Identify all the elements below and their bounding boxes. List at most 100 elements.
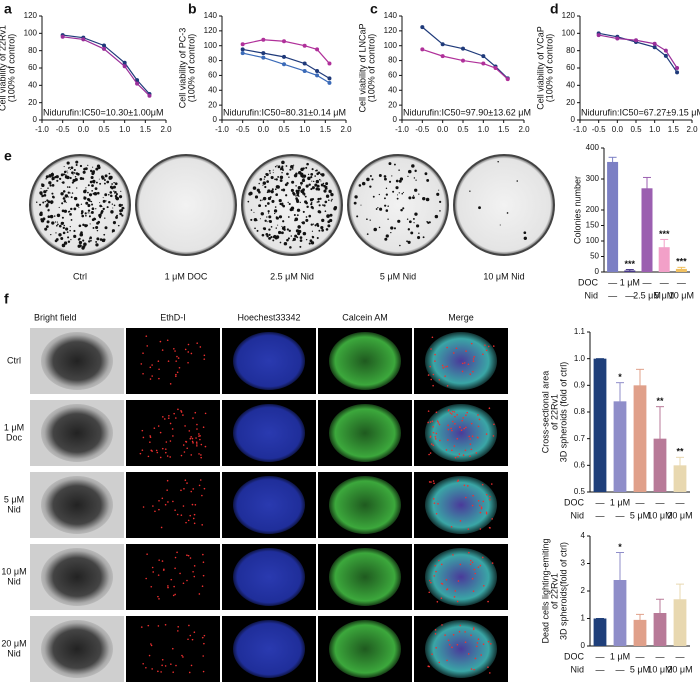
- dead-cell: [459, 520, 462, 522]
- dead-cell: [168, 414, 170, 417]
- colony: [85, 187, 87, 189]
- dish-label: Ctrl: [73, 271, 87, 281]
- bar: [641, 188, 653, 272]
- dish-label: 1 μM DOC: [165, 271, 208, 281]
- dead-cell: [458, 453, 461, 455]
- colony: [330, 193, 334, 197]
- colony: [49, 184, 52, 187]
- micrograph: [126, 544, 220, 610]
- colony: [82, 223, 85, 227]
- spheroid: [233, 404, 305, 462]
- colony: [413, 194, 415, 196]
- dead-cell: [150, 644, 153, 647]
- y-axis-title: (100% of control): [544, 34, 554, 103]
- colony: [312, 207, 314, 210]
- colony: [402, 207, 405, 210]
- dead-cell: [435, 432, 438, 435]
- colony: [266, 191, 269, 194]
- colony: [295, 195, 297, 197]
- colony: [320, 183, 324, 187]
- colony: [308, 183, 311, 186]
- data-point: [240, 51, 245, 56]
- colony: [95, 226, 99, 230]
- dead-cell: [432, 431, 435, 434]
- dead-cell: [479, 511, 482, 514]
- dead-cell: [161, 664, 163, 667]
- colony: [114, 194, 118, 198]
- dead-cell: [164, 665, 167, 667]
- dead-cell: [189, 437, 192, 440]
- colony: [269, 172, 271, 174]
- colony: [69, 229, 71, 232]
- colony: [71, 181, 74, 184]
- colony: [385, 234, 389, 238]
- dead-cell: [472, 590, 475, 592]
- dead-cell: [145, 666, 147, 669]
- x-tick-label: -0.5: [592, 125, 606, 134]
- dead-cell: [166, 489, 168, 491]
- colony: [325, 182, 329, 186]
- colony: [436, 192, 440, 196]
- colony: [81, 246, 85, 250]
- colony: [83, 167, 86, 171]
- dead-cell: [493, 423, 495, 426]
- dead-cell: [432, 425, 434, 428]
- colony: [316, 222, 319, 226]
- colony: [302, 174, 307, 178]
- dead-cell: [176, 551, 178, 554]
- colony: [39, 203, 42, 206]
- spheroid: [233, 548, 305, 606]
- dead-cell: [472, 628, 475, 631]
- colony: [277, 165, 281, 169]
- dead-cell: [437, 502, 439, 505]
- colony: [292, 209, 294, 212]
- colony: [75, 203, 80, 207]
- dead-cell: [174, 509, 176, 511]
- y-tick-label: 20: [208, 100, 217, 109]
- dead-cell: [436, 600, 439, 603]
- dead-cell: [204, 412, 207, 415]
- colony: [360, 204, 362, 206]
- dead-cell: [161, 560, 164, 562]
- colony: [253, 211, 255, 213]
- y-tick-label: 1.1: [574, 327, 586, 336]
- dead-cell: [173, 347, 175, 350]
- dead-cell: [151, 566, 154, 569]
- dead-cell: [149, 435, 151, 437]
- colony: [106, 206, 109, 209]
- y-axis-title: Cell viability of VCaP: [535, 26, 545, 110]
- dead-cell: [142, 506, 145, 508]
- dead-cell: [430, 348, 432, 350]
- x-tick-label: -0.5: [56, 125, 70, 134]
- dead-cell: [203, 642, 205, 645]
- colony: [281, 171, 283, 174]
- colony-dish: [241, 154, 343, 256]
- colony: [40, 187, 42, 189]
- colony: [412, 196, 415, 200]
- colony: [372, 195, 375, 198]
- colony: [278, 215, 283, 219]
- spheroid: [233, 332, 305, 390]
- category-label: —: [677, 277, 686, 287]
- colony: [36, 201, 38, 203]
- colony: [248, 192, 252, 196]
- x-tick-label: 1.5: [668, 125, 680, 134]
- colony: [110, 194, 113, 198]
- colony: [102, 207, 105, 211]
- y-tick-label: 50: [590, 252, 599, 261]
- colony: [385, 209, 389, 212]
- data-point: [481, 54, 486, 59]
- dead-cell: [202, 426, 205, 428]
- colony: [78, 224, 82, 228]
- dead-cell: [447, 439, 449, 441]
- ic50-annotation: Nidurufin:IC50=10.30±1.00μM: [43, 107, 163, 117]
- colony: [399, 177, 404, 181]
- colony: [74, 175, 77, 178]
- dead-cell: [431, 336, 434, 339]
- dead-cell: [488, 407, 491, 409]
- data-point: [461, 58, 465, 63]
- colony: [523, 236, 527, 240]
- data-point: [634, 38, 638, 43]
- colony: [119, 195, 123, 199]
- colony: [255, 195, 257, 197]
